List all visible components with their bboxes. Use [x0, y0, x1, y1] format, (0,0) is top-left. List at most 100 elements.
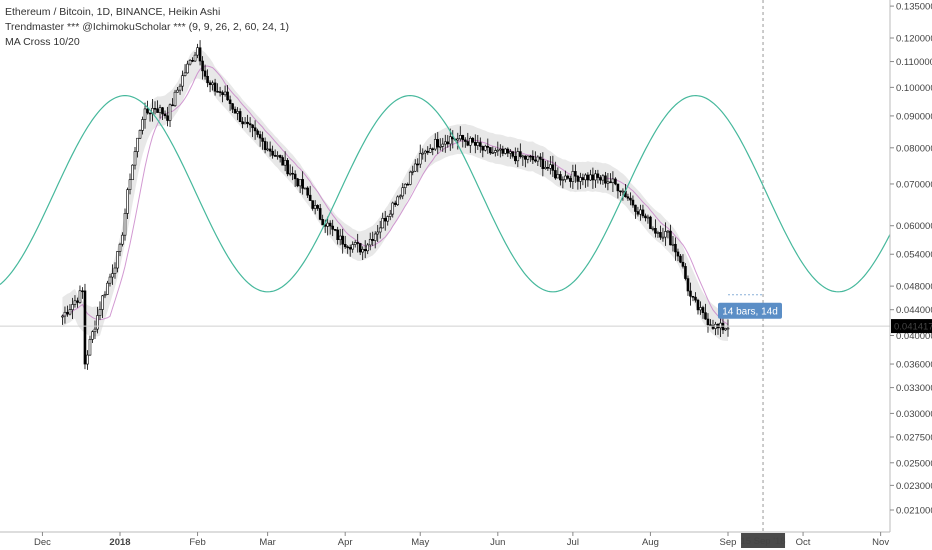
- candle-body: [166, 115, 169, 121]
- time-axis[interactable]: Dec 2018 Feb Mar Apr May Jun Jul Aug Sep Oct Nov 15 …: [0, 531, 890, 548]
- candle-body: [176, 89, 179, 93]
- legend-indicator-ma-cross[interactable]: MA Cross 10/20: [5, 36, 80, 48]
- candle-body: [88, 339, 92, 356]
- candle-body: [221, 92, 224, 96]
- candle-body: [531, 155, 535, 161]
- candle-body: [326, 222, 329, 227]
- price-tick-label: 0.135000: [896, 2, 932, 13]
- price-axis[interactable]: 0.021000 0.023000 0.025000 0.027500 0.030000…: [889, 0, 932, 532]
- candle-body: [706, 318, 710, 326]
- candle-body: [351, 244, 354, 250]
- candle-body: [71, 304, 74, 310]
- candle-body: [461, 135, 465, 141]
- candle-body: [366, 244, 370, 252]
- candle-body: [171, 104, 174, 107]
- candle-body: [103, 294, 107, 297]
- candle-body: [148, 112, 152, 115]
- candle-body: [386, 216, 390, 222]
- candle-body: [423, 150, 427, 154]
- candle-body: [183, 72, 187, 76]
- time-tick-label: Mar: [259, 537, 275, 548]
- candle-body: [726, 327, 730, 330]
- candle-body: [411, 170, 415, 173]
- candle-body: [86, 354, 89, 365]
- candle-body: [651, 228, 655, 230]
- candle-body: [621, 190, 625, 193]
- candle-body: [629, 197, 632, 201]
- candle-body: [236, 111, 239, 114]
- candle-body: [669, 230, 672, 246]
- candle-body: [301, 179, 304, 189]
- candle-body: [228, 99, 232, 104]
- legend-symbol[interactable]: Ethereum / Bitcoin, 1D, BINANCE, Heikin …: [5, 6, 221, 18]
- candle-body: [654, 228, 657, 234]
- candle-body: [246, 121, 249, 124]
- price-tick-label: 0.090000: [896, 111, 932, 122]
- candle-body: [338, 235, 342, 240]
- candle-body: [701, 307, 705, 313]
- candle-body: [128, 179, 132, 190]
- candle-body: [473, 141, 477, 146]
- candle-body: [559, 174, 562, 181]
- candle-body: [321, 219, 324, 226]
- candle-body: [241, 121, 244, 125]
- candle-body: [108, 276, 112, 284]
- candle-body: [406, 183, 410, 186]
- candle-body: [276, 155, 279, 157]
- candle-body: [173, 91, 177, 106]
- candle-body: [356, 242, 359, 244]
- candle-body: [494, 150, 497, 153]
- overlay: 14 bars, 14d: [0, 0, 890, 532]
- price-tick-label: 0.040000: [896, 331, 932, 342]
- candle-body: [281, 157, 284, 166]
- candle-body: [146, 108, 149, 114]
- candle-body: [471, 137, 475, 143]
- last-price-badge-label: 0.041417: [894, 322, 932, 333]
- candle-body: [441, 143, 445, 147]
- candle-body: [101, 295, 104, 310]
- candle-body: [131, 164, 134, 181]
- candle-body: [226, 91, 229, 101]
- candle-body: [83, 290, 87, 365]
- candle-body: [286, 160, 289, 175]
- candle-body: [671, 243, 675, 246]
- trendmaster-bands: [62, 48, 729, 342]
- candle-body: [526, 155, 530, 160]
- candle-body: [549, 164, 552, 169]
- candle-body: [696, 299, 700, 311]
- candle-body: [489, 147, 492, 154]
- candle-body: [373, 233, 377, 241]
- candle-body: [196, 47, 199, 56]
- candle-body: [428, 148, 432, 153]
- time-tick-label: Apr: [338, 537, 353, 548]
- candle-body: [243, 121, 247, 125]
- candle-body: [256, 130, 259, 135]
- candle-body: [581, 177, 585, 181]
- time-tick-label: Oct: [796, 537, 811, 548]
- candle-body: [499, 148, 502, 151]
- candle-body: [704, 312, 707, 320]
- candle-body: [413, 163, 417, 172]
- candle-body: [616, 183, 620, 192]
- candle-body: [426, 150, 430, 153]
- candle-body: [331, 225, 334, 230]
- candle-body: [468, 137, 472, 146]
- candle-body: [574, 171, 577, 177]
- legend-indicator-trendmaster[interactable]: Trendmaster *** @IchimokuScholar *** (9,…: [5, 21, 289, 33]
- time-tick-label: Aug: [642, 537, 659, 548]
- candle-body: [73, 300, 77, 305]
- candle-body: [396, 196, 400, 205]
- candle-body: [371, 238, 375, 241]
- candle-body: [271, 150, 274, 156]
- candle-body: [664, 231, 667, 238]
- candle-body: [571, 171, 575, 182]
- candle-body: [606, 181, 610, 184]
- candle-body: [403, 183, 407, 188]
- candle-body: [579, 177, 582, 182]
- candle-body: [141, 119, 144, 131]
- candle-body: [336, 229, 339, 240]
- candle-body: [368, 238, 372, 246]
- candle-body: [614, 178, 617, 185]
- candle-body: [484, 145, 487, 151]
